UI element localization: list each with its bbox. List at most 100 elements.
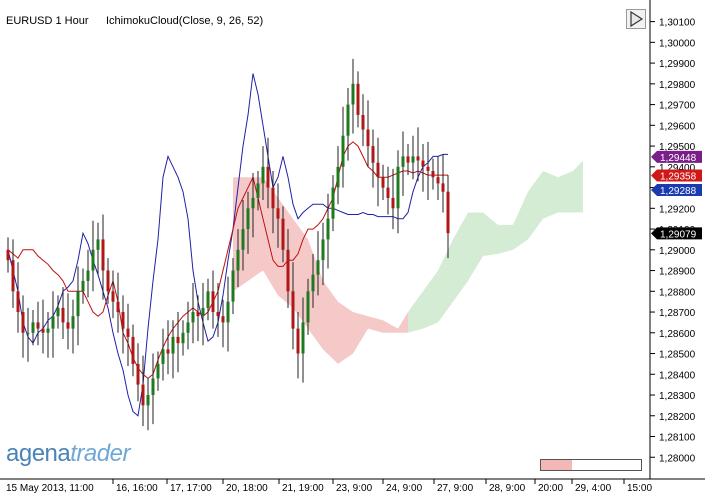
candle <box>411 135 415 180</box>
candle <box>46 312 50 358</box>
x-tick-label: 15 May 2013, 11:00 <box>6 483 94 494</box>
y-tick-label: 1,28800 <box>659 287 696 298</box>
candle <box>246 191 250 254</box>
candle <box>271 171 275 234</box>
chart-scrollbar[interactable] <box>540 459 642 471</box>
candle <box>191 283 195 344</box>
y-tick-label: 1,29600 <box>659 121 696 132</box>
candle <box>386 166 390 215</box>
candle <box>216 283 220 337</box>
x-tick-label: 21, 19:00 <box>282 483 324 494</box>
cloud-segment <box>323 280 338 364</box>
candle <box>126 303 130 366</box>
candle <box>266 137 270 209</box>
candle <box>311 253 315 308</box>
cloud-segment <box>468 212 483 281</box>
candle <box>331 175 335 232</box>
cloud-segment <box>338 301 353 364</box>
candle <box>351 58 355 134</box>
candle <box>36 301 40 346</box>
candle <box>91 220 95 292</box>
y-tick-label: 1,28500 <box>659 350 696 361</box>
candle <box>336 146 340 205</box>
candle <box>281 206 285 263</box>
x-axis-ticks: 15 May 2013, 11:00 16, 16:00 17, 17:00 20, … <box>6 479 652 494</box>
candle <box>201 283 205 346</box>
candle <box>401 131 405 196</box>
candle <box>421 144 425 192</box>
candle <box>376 137 380 207</box>
cloud-segment <box>453 212 468 302</box>
cloud-segment <box>368 316 383 333</box>
y-tick-label: 1,29000 <box>659 246 696 257</box>
candle <box>316 231 320 296</box>
candle <box>196 295 200 342</box>
candle <box>106 258 110 304</box>
svg-text:1,29079: 1,29079 <box>660 229 697 240</box>
candle <box>356 71 360 128</box>
cloud-segment <box>233 177 248 292</box>
svg-text:1,29288: 1,29288 <box>660 186 697 197</box>
candle <box>176 312 180 373</box>
y-tick-label: 1,29900 <box>659 59 696 70</box>
candle <box>41 299 45 354</box>
candle <box>276 183 280 248</box>
y-tick-label: 1,29500 <box>659 142 696 153</box>
candle <box>26 307 30 362</box>
candle <box>301 297 305 383</box>
kijun-path <box>7 73 448 417</box>
candle <box>116 272 120 333</box>
cloud-segment <box>513 191 528 250</box>
play-icon[interactable] <box>626 9 646 29</box>
candle <box>86 249 90 298</box>
y-axis-ticks: 1,30100 1,30000 1,29900 1,29800 1,29700 1,296… <box>650 18 696 464</box>
candle <box>96 222 100 275</box>
svg-text:1,29358: 1,29358 <box>660 172 697 183</box>
y-tick-label: 1,28100 <box>659 433 696 444</box>
candle <box>136 343 140 402</box>
candle <box>121 295 125 354</box>
x-tick-label: 15:00 <box>627 483 652 494</box>
candle <box>166 320 170 375</box>
x-tick-label: 17, 17:00 <box>170 483 212 494</box>
cloud-segment <box>483 212 498 256</box>
candle <box>146 378 150 431</box>
cloud-segment <box>308 239 323 350</box>
candle <box>56 295 60 329</box>
candle <box>306 278 310 335</box>
candle <box>61 287 65 339</box>
candle <box>16 262 20 333</box>
tenkan-line <box>7 141 448 380</box>
cloud-segment <box>293 218 308 329</box>
cloud-segment <box>423 270 438 329</box>
y-tick-label: 1,29700 <box>659 101 696 112</box>
candle <box>366 100 370 167</box>
logo-part1: agena <box>6 440 71 467</box>
candle <box>81 268 85 304</box>
candle <box>296 312 300 379</box>
y-tick-label: 1,28200 <box>659 412 696 423</box>
y-tick-label: 1,28700 <box>659 308 696 319</box>
svg-text:1,29448: 1,29448 <box>660 153 697 164</box>
candle <box>251 173 255 238</box>
candle <box>156 351 160 391</box>
price-tag: 1,29358 <box>651 169 702 183</box>
candle <box>371 129 375 188</box>
candle <box>436 156 440 200</box>
price-tag: 1,29448 <box>651 150 702 164</box>
candle <box>231 258 235 315</box>
y-tick-label: 1,29800 <box>659 80 696 91</box>
indicator-label: IchimokuCloud(Close, 9, 26, 52) <box>106 15 263 27</box>
cloud-segment <box>498 224 513 254</box>
cloud-segment <box>353 312 368 354</box>
y-tick-label: 1,28600 <box>659 329 696 340</box>
price-tags: 1,29448 1,29358 1,29288 1,29079 <box>651 150 702 240</box>
cloud-segment <box>438 239 453 323</box>
scrollbar-thumb[interactable] <box>541 460 572 470</box>
x-tick-label: 16, 16:00 <box>116 483 158 494</box>
candle <box>186 301 190 350</box>
x-tick-label: 24, 9:00 <box>386 483 423 494</box>
x-tick-label: 29, 4:00 <box>575 483 612 494</box>
cloud-segment <box>528 171 543 240</box>
